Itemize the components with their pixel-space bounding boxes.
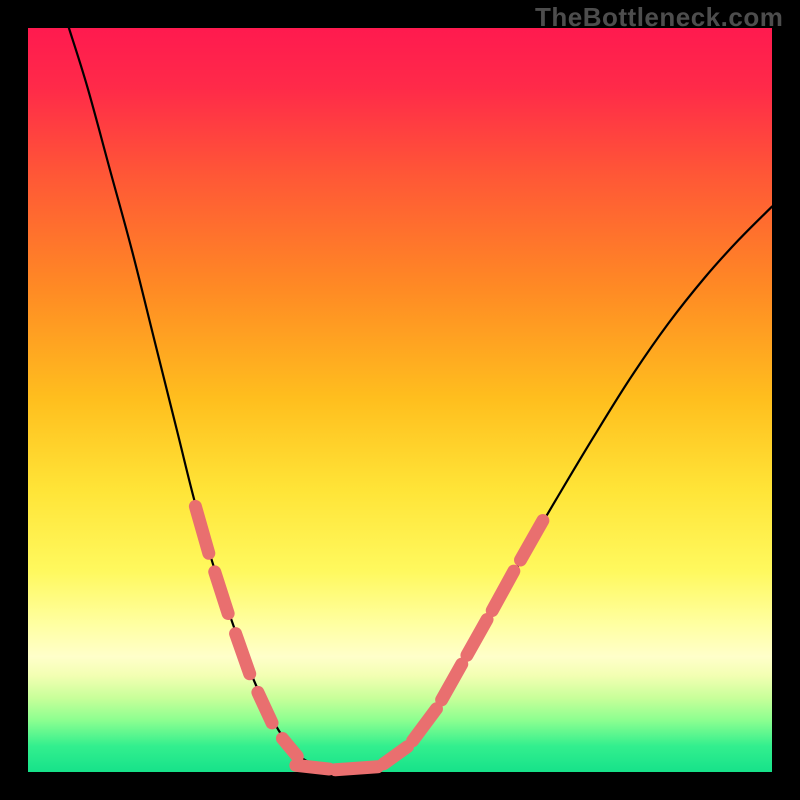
marker-segment <box>335 767 377 770</box>
marker-segment <box>296 765 329 769</box>
chart-background <box>28 28 772 772</box>
watermark-label: TheBottleneck.com <box>535 2 783 33</box>
bottleneck-chart <box>0 0 800 800</box>
